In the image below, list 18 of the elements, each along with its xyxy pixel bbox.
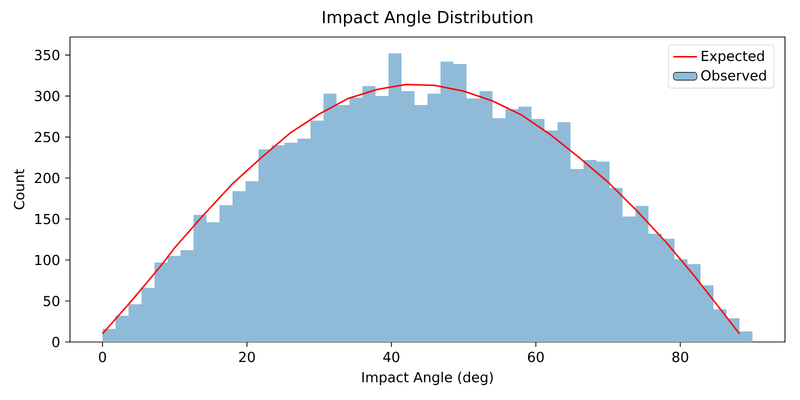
y-axis-title: Count xyxy=(14,169,24,210)
y-tick-label: 150 xyxy=(35,214,60,224)
y-tick-label: 250 xyxy=(34,132,60,142)
x-tick-label: 60 xyxy=(528,352,544,362)
legend-label: Observed xyxy=(701,70,766,81)
y-tick-label: 100 xyxy=(35,254,60,266)
x-tick-label: 40 xyxy=(383,352,400,362)
y-tick-label: 0 xyxy=(52,336,60,348)
y-tick-label: 50 xyxy=(44,296,60,306)
x-tick-label: 80 xyxy=(672,352,688,362)
y-tick-label: 200 xyxy=(34,172,60,184)
x-axis-title: Impact Angle (deg) xyxy=(362,372,493,386)
y-tick-label: 350 xyxy=(34,50,60,60)
chart-title: Impact Angle Distribution xyxy=(323,10,532,27)
y-tick-label: 300 xyxy=(34,90,60,102)
legend-label: Expected xyxy=(702,50,764,64)
x-tick-label: 20 xyxy=(239,352,255,362)
x-tick-label: 0 xyxy=(99,352,106,362)
